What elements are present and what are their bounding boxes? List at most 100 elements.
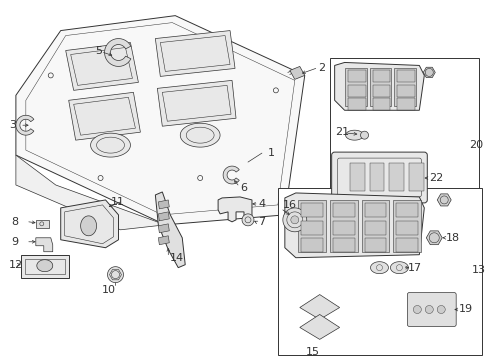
Polygon shape (332, 203, 354, 217)
Bar (369, 163, 384, 191)
Text: 16: 16 (282, 200, 296, 210)
Polygon shape (412, 306, 421, 314)
Polygon shape (360, 131, 368, 139)
Polygon shape (290, 216, 298, 224)
Bar (277, 188, 481, 355)
Polygon shape (397, 85, 414, 97)
Polygon shape (81, 216, 96, 236)
Polygon shape (364, 203, 386, 217)
Polygon shape (347, 71, 365, 82)
Polygon shape (389, 262, 407, 274)
Bar (408, 163, 424, 191)
Polygon shape (364, 221, 386, 235)
Bar (388, 163, 404, 191)
Text: 7: 7 (258, 217, 264, 227)
Polygon shape (394, 68, 415, 106)
Polygon shape (329, 200, 357, 252)
Polygon shape (36, 238, 53, 252)
Text: 19: 19 (458, 305, 472, 315)
Polygon shape (396, 238, 417, 252)
Polygon shape (90, 133, 130, 157)
Polygon shape (68, 92, 140, 140)
Text: 18: 18 (446, 233, 459, 243)
Polygon shape (21, 255, 68, 278)
Polygon shape (242, 214, 253, 226)
Polygon shape (372, 85, 389, 97)
Polygon shape (157, 80, 236, 126)
Text: 11: 11 (110, 197, 124, 207)
Polygon shape (297, 200, 325, 252)
Text: 3: 3 (9, 120, 16, 130)
Polygon shape (16, 15, 304, 225)
Polygon shape (65, 42, 138, 90)
Polygon shape (425, 306, 432, 314)
Text: 5: 5 (95, 45, 102, 55)
Text: 9: 9 (11, 237, 18, 247)
Polygon shape (282, 208, 306, 232)
Text: 15: 15 (305, 347, 319, 357)
Polygon shape (426, 231, 441, 245)
Polygon shape (436, 194, 450, 206)
Polygon shape (369, 68, 390, 106)
Polygon shape (334, 62, 424, 110)
Polygon shape (104, 39, 131, 67)
Polygon shape (332, 221, 354, 235)
Polygon shape (347, 98, 365, 110)
Polygon shape (218, 197, 251, 222)
Polygon shape (16, 155, 165, 230)
Polygon shape (37, 260, 53, 272)
Text: 13: 13 (471, 265, 485, 275)
Text: 6: 6 (240, 183, 246, 193)
Polygon shape (372, 71, 389, 82)
Text: 20: 20 (468, 140, 482, 150)
Polygon shape (16, 115, 34, 135)
Polygon shape (36, 220, 49, 228)
Polygon shape (345, 130, 363, 140)
Polygon shape (396, 203, 417, 217)
Polygon shape (180, 123, 220, 147)
Text: 8: 8 (11, 217, 18, 227)
Polygon shape (344, 68, 366, 106)
Text: 12: 12 (9, 260, 23, 270)
Polygon shape (370, 262, 387, 274)
Text: 14: 14 (170, 253, 184, 263)
Polygon shape (423, 67, 434, 78)
Polygon shape (300, 221, 322, 235)
Polygon shape (155, 192, 185, 268)
Polygon shape (158, 236, 169, 245)
Text: 21: 21 (334, 127, 348, 137)
Polygon shape (223, 166, 239, 184)
Polygon shape (397, 98, 414, 110)
Polygon shape (397, 71, 414, 82)
Polygon shape (61, 200, 118, 248)
Text: 1: 1 (267, 148, 274, 158)
Polygon shape (158, 224, 169, 233)
Polygon shape (158, 200, 169, 209)
Polygon shape (332, 238, 354, 252)
Polygon shape (396, 221, 417, 235)
Polygon shape (158, 212, 169, 221)
FancyBboxPatch shape (331, 152, 427, 203)
Text: 2: 2 (317, 63, 324, 73)
Polygon shape (285, 193, 424, 258)
Polygon shape (372, 98, 389, 110)
Polygon shape (361, 200, 388, 252)
Polygon shape (299, 315, 339, 339)
Polygon shape (107, 267, 123, 283)
Polygon shape (299, 294, 339, 319)
Text: 22: 22 (428, 173, 443, 183)
Polygon shape (364, 238, 386, 252)
Text: 4: 4 (258, 199, 264, 209)
Text: 10: 10 (102, 284, 115, 294)
Polygon shape (155, 31, 235, 76)
Polygon shape (300, 203, 322, 217)
Polygon shape (300, 238, 322, 252)
Bar (349, 163, 364, 191)
Polygon shape (436, 306, 444, 314)
Text: 17: 17 (407, 263, 421, 273)
Bar (329, 58, 478, 233)
Polygon shape (393, 200, 421, 252)
Polygon shape (289, 67, 304, 80)
Polygon shape (347, 85, 365, 97)
FancyBboxPatch shape (407, 293, 455, 327)
